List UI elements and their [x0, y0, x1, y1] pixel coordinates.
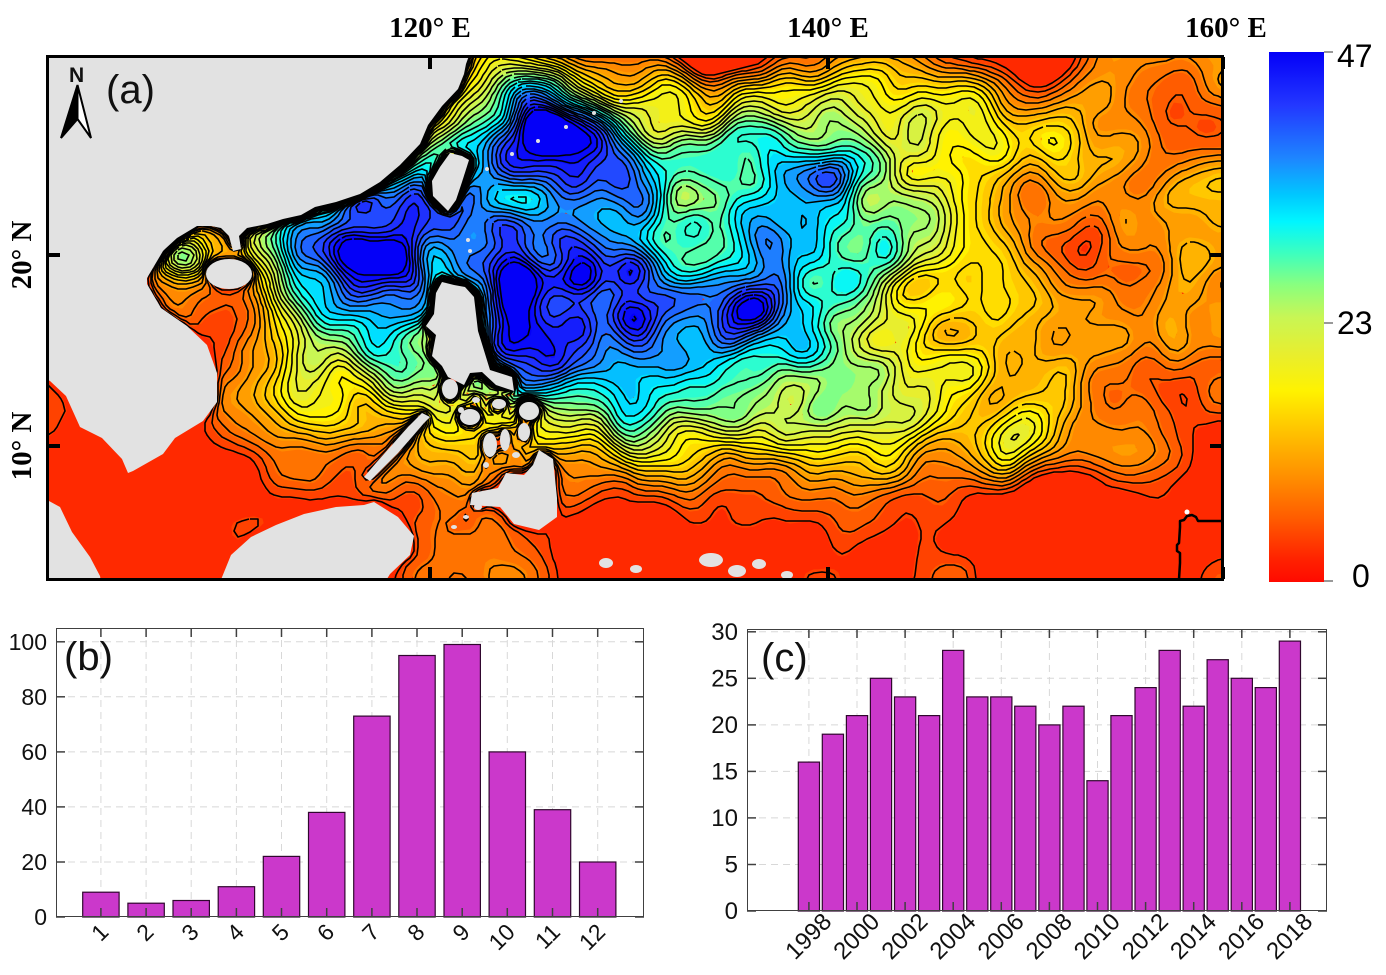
- svg-text:20: 20: [711, 712, 738, 739]
- svg-text:1998: 1998: [780, 908, 837, 965]
- svg-text:1: 1: [86, 919, 113, 946]
- svg-text:40: 40: [21, 794, 47, 820]
- svg-text:2006: 2006: [973, 908, 1030, 965]
- svg-text:2002: 2002: [876, 908, 933, 965]
- svg-text:6: 6: [312, 919, 339, 946]
- svg-text:2010: 2010: [1069, 908, 1126, 965]
- svg-text:3: 3: [176, 919, 203, 946]
- svg-text:0: 0: [34, 904, 47, 930]
- svg-text:2000: 2000: [828, 908, 885, 965]
- svg-text:2: 2: [131, 919, 158, 946]
- svg-text:7: 7: [357, 919, 384, 946]
- svg-text:80: 80: [21, 684, 47, 710]
- svg-text:2014: 2014: [1165, 908, 1222, 965]
- svg-text:10: 10: [483, 919, 519, 955]
- svg-text:4: 4: [222, 919, 250, 947]
- svg-text:2018: 2018: [1261, 908, 1318, 965]
- svg-text:30: 30: [711, 619, 738, 646]
- svg-text:8: 8: [402, 919, 429, 946]
- svg-text:5: 5: [725, 852, 738, 879]
- svg-text:10: 10: [711, 805, 738, 832]
- svg-text:100: 100: [9, 629, 47, 655]
- svg-text:25: 25: [711, 665, 738, 692]
- svg-text:20: 20: [21, 849, 47, 875]
- svg-text:0: 0: [725, 898, 738, 925]
- svg-text:(a): (a): [106, 68, 155, 112]
- svg-text:5: 5: [267, 919, 294, 946]
- svg-text:12: 12: [574, 919, 610, 955]
- svg-text:11: 11: [530, 919, 565, 954]
- svg-text:2016: 2016: [1213, 908, 1270, 965]
- svg-text:60: 60: [21, 739, 47, 765]
- svg-text:2008: 2008: [1021, 908, 1078, 965]
- svg-text:2012: 2012: [1117, 908, 1174, 965]
- svg-text:(c): (c): [761, 636, 808, 680]
- svg-text:N: N: [69, 64, 84, 87]
- svg-text:(b): (b): [64, 635, 113, 679]
- svg-text:2004: 2004: [925, 908, 982, 965]
- svg-text:9: 9: [447, 919, 474, 946]
- svg-text:15: 15: [711, 758, 738, 785]
